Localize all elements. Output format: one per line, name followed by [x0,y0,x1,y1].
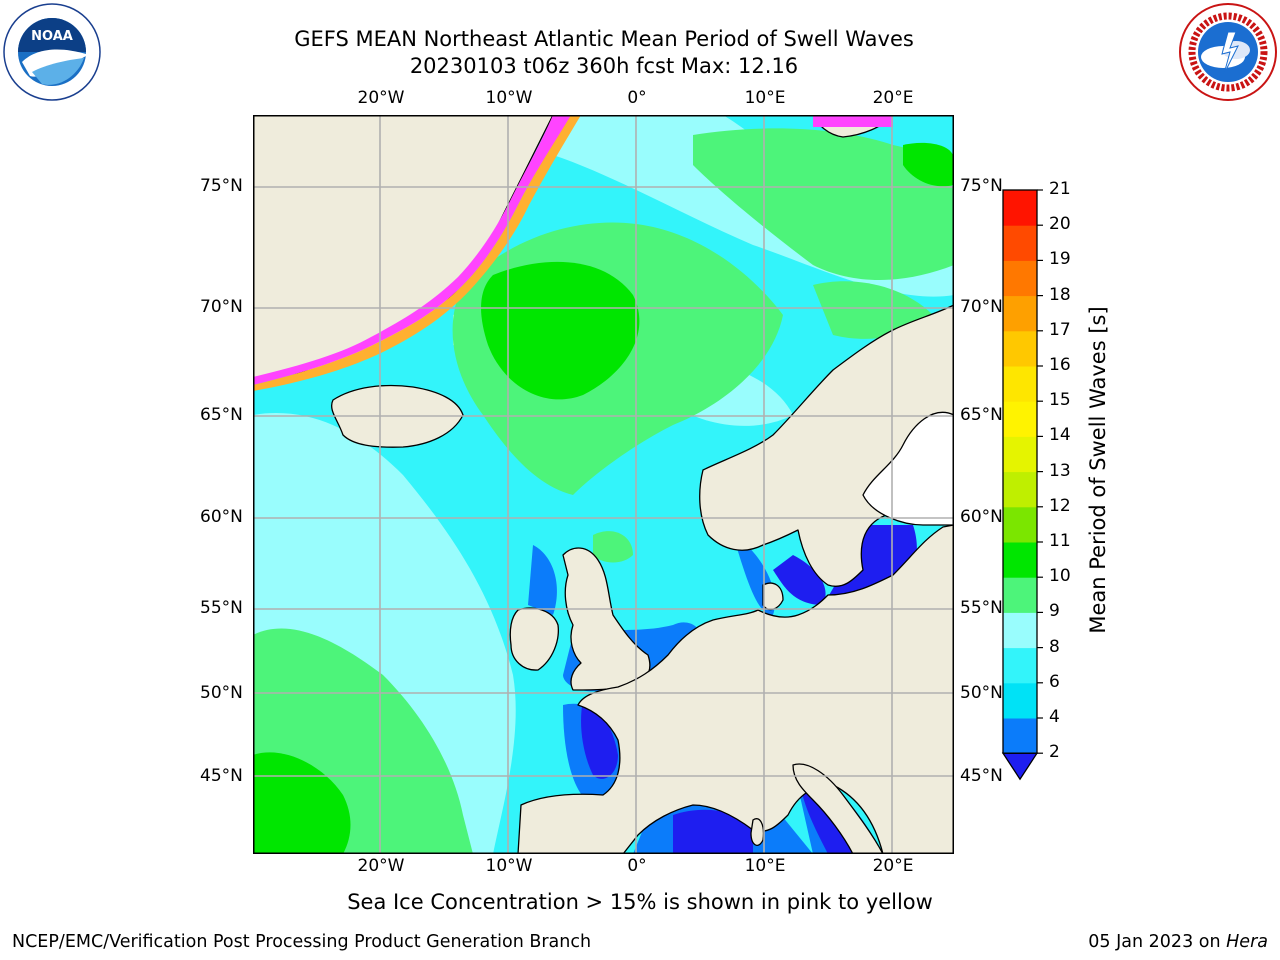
colorbar-segment [1003,612,1037,649]
lon-label-bottom-10e: 10°E [744,856,786,876]
lon-label-top-10e: 10°E [744,88,786,108]
finland [862,411,954,526]
colorbar-tick-label: 15 [1049,390,1071,411]
lat-label-right-65n: 65°N [960,405,1003,425]
lat-label-left-45n: 45°N [200,766,243,786]
colorbar-tick-label: 14 [1049,425,1071,446]
lon-label-top-0: 0° [627,88,647,108]
colorbar-tick-label: 17 [1049,319,1071,340]
colorbar-segment [1003,718,1037,754]
colorbar-tick-label: 21 [1049,179,1071,199]
lon-label-bottom-20w: 20°W [357,856,405,876]
chart-subtitle: 20230103 t06z 360h fcst Max: 12.16 [409,54,799,78]
swell-field-10-11s [253,142,954,854]
ireland [509,607,559,671]
lat-label-right-55n: 55°N [960,598,1003,618]
sea-ice [253,115,893,391]
lon-label-top-20e: 20°E [872,88,914,108]
lat-label-left-60n: 60°N [200,507,243,527]
map-panel [253,115,954,854]
footer-credit: NCEP/EMC/Verification Post Processing Pr… [12,932,592,952]
lat-label-left-50n: 50°N [200,683,243,703]
colorbar-tick-label: 13 [1049,460,1071,481]
sea-ice-note: Sea Ice Concentration > 15% is shown in … [347,890,933,914]
colorbar-tick-label: 12 [1049,495,1071,516]
chart-title: GEFS MEAN Northeast Atlantic Mean Period… [294,27,914,51]
colorbar-segment [1003,401,1037,437]
colorbar-tick-label: 8 [1049,636,1060,657]
colorbar-segment [1003,330,1037,367]
lon-label-top-10w: 10°W [485,88,533,108]
footer-date: 05 Jan 2023 on Hera [1088,932,1268,952]
colorbar-tick-label: 18 [1049,284,1071,305]
colorbar-tick-label: 20 [1049,214,1071,235]
colorbar-tick-label: 11 [1049,531,1071,551]
colorbar-label: Mean Period of Swell Waves [s] [1086,306,1110,634]
colorbar-segment [1003,647,1037,684]
lat-label-right-75n: 75°N [960,176,1003,196]
colorbar-segment [1003,260,1037,297]
noaa-logo-text: NOAA [31,29,73,44]
lat-label-left-65n: 65°N [200,405,243,425]
colorbar-tick-label: 16 [1049,355,1071,375]
colorbar [1001,189,1043,781]
corsica-sardinia [750,818,765,846]
colorbar-segment [1003,295,1037,332]
colorbar-segment [1003,436,1037,473]
lon-label-bottom-10w: 10°W [485,856,533,876]
colorbar-tick-label: 4 [1049,707,1060,727]
colorbar-segment [1003,542,1037,578]
footer-machine: Hera [1226,932,1268,952]
colorbar-extend-triangle [1001,752,1039,781]
lon-label-bottom-20e: 20°E [872,856,914,876]
graticule [253,115,954,854]
map-frame [253,115,954,854]
lat-label-right-70n: 70°N [960,297,1003,317]
italy [792,763,884,854]
colorbar-tick-label: 9 [1049,601,1060,622]
colorbar-segment [1003,471,1037,508]
noaa-logo: NOAA [3,3,101,101]
lon-label-top-20w: 20°W [357,88,405,108]
lat-label-right-50n: 50°N [960,683,1003,703]
footer-date-text: 05 Jan 2023 on [1088,932,1227,952]
lat-label-right-45n: 45°N [960,766,1003,786]
lon-label-bottom-0: 0° [627,856,647,876]
colorbar-segment [1003,682,1037,719]
colorbar-tick-label: 19 [1049,249,1071,270]
colorbar-segment [1003,577,1037,613]
lat-label-left-70n: 70°N [200,297,243,317]
colorbar-segment [1003,190,1037,226]
colorbar-segment [1003,366,1037,402]
colorbar-tick-label: 6 [1049,671,1060,692]
colorbar-tick-label: 10 [1049,566,1071,587]
colorbar-segment [1003,225,1037,261]
colorbar-tick-label: 2 [1049,742,1060,763]
colorbar-segment [1003,506,1037,543]
lat-label-left-75n: 75°N [200,176,243,196]
nws-logo [1179,3,1277,101]
lat-label-left-55n: 55°N [200,598,243,618]
lat-label-right-60n: 60°N [960,507,1003,527]
